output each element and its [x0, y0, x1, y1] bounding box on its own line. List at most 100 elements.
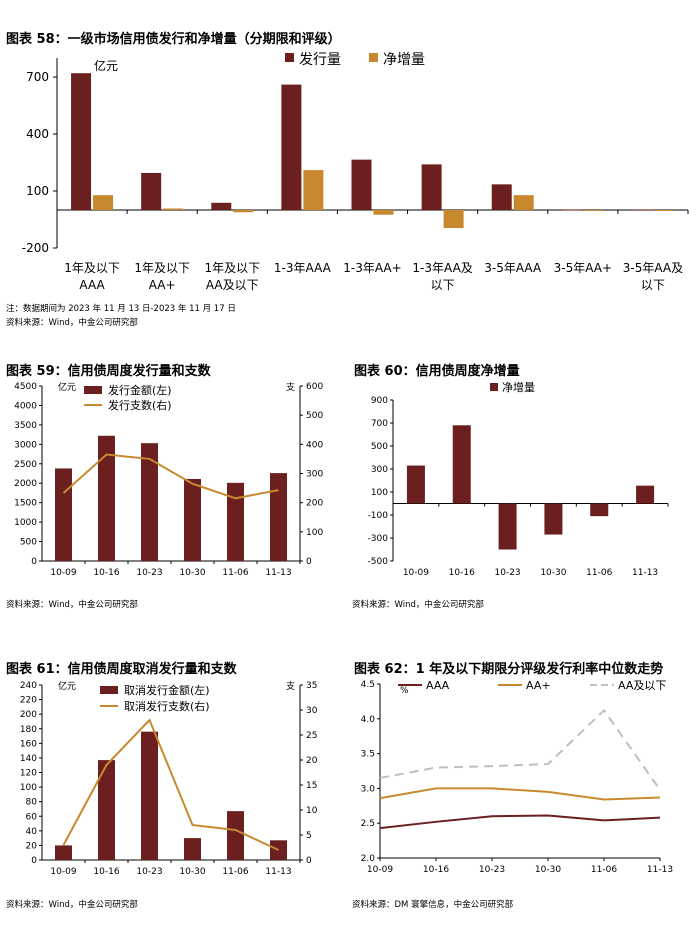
chart-61-xtick-label: 10-23: [136, 867, 162, 877]
chart-60-xtick-label: 11-13: [632, 568, 658, 578]
chart-62-ytick-label: 4.5: [361, 680, 375, 690]
chart-62-xtick-label: 10-23: [479, 865, 505, 875]
chart-59-left-unit: 亿元: [58, 381, 76, 393]
chart-61-source: 资料来源：Wind，中金公司研究部: [6, 900, 138, 910]
chart-59-right-unit: 支: [286, 381, 295, 393]
chart-59-panel: 图表 59：信用债周度发行量和支数 0 500 1000 1500 2000 2500 30…: [0, 350, 345, 620]
chart-59-xtick-label: 10-23: [136, 568, 162, 578]
chart-60-bar: [406, 465, 425, 504]
chart-60-bar: [590, 503, 609, 517]
chart-61-line-series: [62, 718, 279, 851]
chart-61-left-tick-label: 120: [20, 769, 37, 779]
chart-60-ytick-label: 500: [371, 442, 388, 452]
chart-58-bar: [303, 170, 324, 210]
chart-61-left-tick-label: 160: [20, 739, 37, 749]
chart-61-bar: [227, 811, 244, 860]
chart-59-left-tick-label: 4000: [14, 401, 37, 411]
chart-59-source: 资料来源：Wind，中金公司研究部: [6, 600, 138, 610]
chart-58-bar: [71, 73, 92, 210]
chart-61-bar: [55, 845, 72, 860]
chart-60-xtick-label: 10-16: [449, 568, 475, 578]
chart-60-source: 资料来源：Wind，中金公司研究部: [352, 600, 484, 610]
chart-62-ytick-label: 3.5: [361, 750, 375, 760]
chart-59-bar: [270, 473, 287, 561]
chart-62-ytick-label: 3.0: [361, 784, 376, 794]
chart-61-plot: 0 20 40 60 80 100 120 140 160 180 200 220 240 0 5 10 15 2…: [20, 680, 318, 877]
chart-61-right-tick-label: 10: [306, 806, 318, 816]
chart-58-xtick-label: 以下: [641, 278, 665, 292]
chart-58-plot: 700 400 100 -200 亿元 1年及以下 AAA 1年及以下 AA+ 1年及以下 AA及以…: [22, 52, 689, 292]
chart-59-left-tick-label: 2000: [14, 479, 37, 489]
chart-61-left-tick-label: 40: [26, 827, 38, 837]
chart-62-xtick-label: 10-16: [423, 865, 449, 875]
chart-61-xtick-label: 10-30: [179, 867, 205, 877]
chart-59-left-tick-label: 0: [31, 557, 37, 567]
chart-62-ytick-label: 4.0: [361, 715, 376, 725]
chart-58-legend-label: 净增量: [383, 52, 425, 68]
chart-61-xtick-label: 11-06: [222, 867, 248, 877]
chart-59-xtick-label: 11-06: [222, 568, 248, 578]
chart-62-unit-label: %: [400, 686, 409, 696]
chart-59-bar: [184, 478, 201, 561]
chart-59-right-tick-label: 500: [306, 411, 323, 421]
chart-59-left-tick-label: 2500: [14, 460, 37, 470]
chart-61-xtick-label: 10-09: [50, 867, 76, 877]
chart-59-right-tick-label: 600: [306, 382, 323, 392]
chart-62-xtick-label: 11-13: [647, 865, 673, 875]
chart-61-bar: [270, 840, 287, 860]
chart-61-bar: [141, 731, 158, 860]
chart-59-xtick-label: 10-16: [93, 568, 119, 578]
chart-58-bar: [491, 184, 512, 210]
chart-62-plot: 2.0 2.5 3.0 3.5 4.0 4.5% 10-09 10-16 10-23 10-30 1…: [361, 679, 673, 875]
chart-62-line-aa-below: [379, 708, 661, 791]
chart-61-left-tick-label: 20: [26, 841, 38, 851]
chart-60-ytick-label: 100: [371, 488, 388, 498]
chart-62-xtick-label: 11-06: [591, 865, 617, 875]
chart-60-legend-swatch: [490, 383, 498, 391]
chart-62-legend-label: AAA: [426, 679, 450, 692]
chart-58-bar: [513, 195, 534, 210]
chart-58-bar: [373, 210, 394, 215]
chart-59-bar: [141, 443, 158, 561]
chart-60-ytick-label: 900: [371, 396, 388, 406]
chart-61-left-tick-label: 80: [26, 798, 38, 808]
chart-61-right-tick-label: 25: [306, 731, 317, 741]
chart-59-right-tick-label: 0: [306, 557, 312, 567]
chart-59-bar: [55, 468, 72, 561]
chart-58-legend-swatch: [369, 53, 378, 62]
chart-60-legend-label: 净增量: [502, 380, 535, 394]
chart-61-left-tick-label: 140: [20, 754, 37, 764]
chart-60-ytick-label: -500: [368, 557, 389, 567]
chart-58-bar: [653, 210, 674, 211]
chart-58-title: 图表 58：一级市场信用债发行和净增量（分期限和评级）: [6, 32, 341, 47]
chart-58-bar: [211, 202, 232, 210]
chart-58-bar: [631, 209, 652, 211]
chart-59-xtick-label: 11-13: [265, 568, 291, 578]
chart-58-note: 注：数据期间为 2023 年 11 月 13 日-2023 年 11 月 17 …: [6, 304, 236, 314]
chart-59-title: 图表 59：信用债周度发行量和支数: [6, 364, 211, 379]
chart-59-left-tick-label: 1000: [14, 518, 37, 528]
chart-60-xtick-label: 10-30: [540, 568, 566, 578]
chart-58-unit-label: 亿元: [94, 58, 118, 73]
chart-60-ytick-label: -100: [368, 511, 389, 521]
chart-61-right-tick-label: 20: [306, 756, 318, 766]
chart-58-bar: [443, 210, 464, 229]
chart-58-xtick-label: 1年及以下: [64, 261, 120, 275]
chart-62-legend-label: AA+: [526, 679, 551, 692]
chart-58-xtick-label: 3-5年AA+: [554, 261, 612, 275]
chart-58-xtick-label: 1-3年AAA: [274, 261, 332, 275]
chart-58-xtick-label: AA+: [149, 278, 176, 292]
chart-60-bar: [498, 503, 517, 550]
chart-59-left-tick-label: 4500: [14, 382, 37, 392]
chart-60-xtick-label: 10-23: [495, 568, 521, 578]
chart-58-ytick-label: -200: [22, 241, 49, 255]
chart-58-xtick-label: AAA: [79, 278, 105, 292]
chart-61-right-tick-label: 15: [306, 781, 317, 791]
chart-61-title: 图表 61：信用债周度取消发行量和支数: [6, 662, 237, 677]
chart-58-legend-label: 发行量: [299, 52, 341, 68]
chart-58-legend-swatch: [285, 53, 294, 62]
chart-60-xtick-label: 11-06: [586, 568, 612, 578]
chart-58-bar: [281, 84, 302, 210]
chart-60-bar: [452, 425, 471, 504]
chart-59-right-tick-label: 200: [306, 499, 323, 509]
